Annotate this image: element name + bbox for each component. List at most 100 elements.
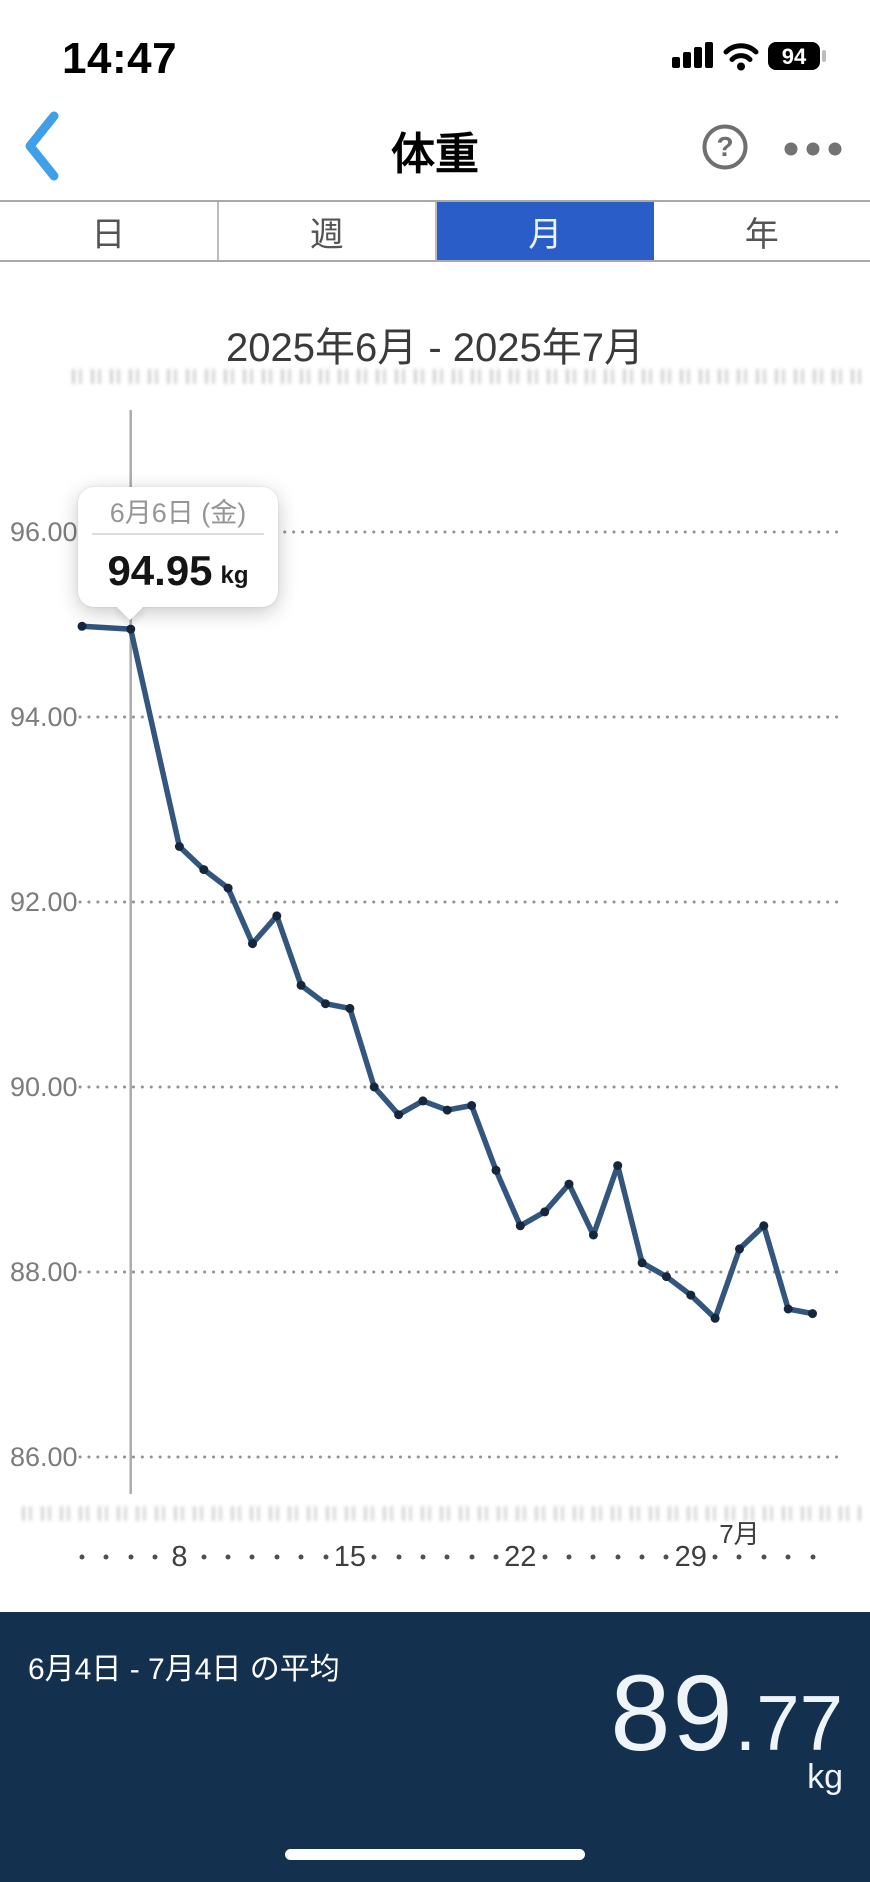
- tooltip-value: 94.95: [107, 547, 213, 594]
- x-axis-day-dot: [396, 1554, 402, 1560]
- data-point-6/25: [588, 1230, 598, 1240]
- data-point-6/10: [223, 883, 233, 893]
- svg-text:?: ?: [716, 131, 733, 162]
- x-axis-day-dot: [79, 1554, 85, 1560]
- signal-strength-icon: [672, 42, 713, 68]
- help-button[interactable]: ?: [700, 122, 750, 172]
- tab-year[interactable]: 年: [744, 215, 779, 254]
- x-tick-29: 29: [674, 1541, 707, 1573]
- wifi-icon: [723, 43, 759, 71]
- average-range-label: 6月4日 - 7月4日 の平均: [28, 1653, 340, 1686]
- data-point-7/1: [735, 1244, 744, 1254]
- data-point-6/17: [394, 1110, 404, 1120]
- data-point-7/4: [808, 1309, 817, 1319]
- y-tick-94.00: 94.00: [10, 702, 78, 732]
- average-value-frac: .77: [734, 1679, 843, 1767]
- x-axis-day-dot: [810, 1554, 815, 1560]
- x-tick-22: 22: [504, 1541, 537, 1573]
- data-point-7/2: [759, 1221, 769, 1231]
- x-axis-day-dot: [225, 1554, 231, 1560]
- tab-month[interactable]: 月: [437, 202, 654, 260]
- data-point-6/21: [491, 1165, 501, 1175]
- tooltip-unit: kg: [220, 562, 249, 589]
- battery-icon: 94: [768, 42, 826, 70]
- x-axis-day-dot: [663, 1554, 669, 1560]
- x-axis-day-dot: [615, 1554, 621, 1560]
- x-axis-day-dot: [469, 1554, 475, 1560]
- data-point-6/19: [442, 1105, 452, 1115]
- x-axis-day-dot: [274, 1554, 280, 1560]
- x-axis-day-dot: [128, 1554, 134, 1560]
- data-point-6/22: [515, 1221, 525, 1231]
- more-button[interactable]: [778, 134, 848, 164]
- back-button[interactable]: [18, 108, 70, 184]
- x-axis-day-dot: [323, 1554, 328, 1560]
- tooltip-date: 6月6日 (金): [92, 487, 264, 535]
- data-point-6/20: [467, 1101, 477, 1110]
- data-point-6/13: [296, 980, 306, 990]
- ellipsis-icon: [784, 142, 842, 156]
- faded-label-row-bottom: [22, 1506, 862, 1521]
- chevron-left-icon: [25, 111, 59, 181]
- tab-day[interactable]: 日: [0, 202, 219, 260]
- data-point-6/29: [686, 1290, 696, 1300]
- selected-point-tooltip: 6月6日 (金) 94.95 kg: [78, 487, 278, 607]
- svg-text:94: 94: [782, 44, 807, 69]
- data-point-6/23: [540, 1207, 550, 1217]
- x-axis-day-dot: [420, 1554, 426, 1560]
- data-point-6/30: [710, 1313, 720, 1323]
- x-tick-8: 8: [171, 1541, 188, 1573]
- x-axis-day-dot: [103, 1554, 109, 1560]
- data-point-6/14: [321, 999, 330, 1009]
- period-segmented-control: 日 週 月 年: [0, 200, 870, 262]
- x-axis-day-dot: [249, 1554, 255, 1560]
- status-icons: 94: [672, 42, 826, 71]
- data-point-6/16: [369, 1082, 379, 1092]
- y-tick-90.00: 90.00: [10, 1072, 78, 1102]
- x-axis-day-dot: [639, 1554, 645, 1560]
- data-point-6/11: [248, 939, 257, 949]
- data-point-6/8: [174, 842, 184, 851]
- x-axis-day-dot: [761, 1554, 767, 1560]
- y-tick-88.00: 88.00: [10, 1257, 78, 1287]
- data-point-6/12: [272, 911, 282, 921]
- x-axis-day-dot: [590, 1554, 596, 1560]
- x-axis-day-dot: [201, 1554, 207, 1560]
- x-axis-day-dot: [298, 1554, 304, 1560]
- data-point-6/26: [613, 1161, 623, 1171]
- y-tick-92.00: 92.00: [10, 887, 78, 917]
- data-point-6/15: [345, 1003, 355, 1013]
- x-axis-day-dot: [152, 1554, 158, 1560]
- average-value: 89 .77: [610, 1650, 843, 1775]
- data-point-6/27: [637, 1258, 647, 1268]
- x-tick-15: 15: [333, 1541, 366, 1573]
- data-point-6/6: [126, 624, 136, 634]
- x-axis-day-dot: [444, 1554, 450, 1560]
- y-tick-86.00: 86.00: [10, 1442, 78, 1472]
- home-indicator[interactable]: [285, 1849, 585, 1860]
- page-title: 体重: [391, 130, 479, 179]
- data-point-7/3: [783, 1304, 793, 1314]
- x-axis-day-dot: [785, 1554, 791, 1560]
- data-point-6/24: [564, 1179, 574, 1189]
- x-axis-day-dot: [736, 1554, 742, 1560]
- data-point-6/28: [661, 1272, 671, 1282]
- x-axis-day-dot: [542, 1554, 548, 1560]
- x-axis-day-dot: [493, 1554, 499, 1560]
- x-axis-day-dot: [566, 1554, 572, 1560]
- tab-week[interactable]: 週: [219, 202, 437, 260]
- help-circle-icon: [702, 124, 748, 170]
- data-point-6/9: [199, 865, 209, 875]
- x-axis-day-dot: [712, 1554, 718, 1560]
- faded-label-row-top: [72, 369, 862, 384]
- average-summary-bar: 6月4日 - 7月4日 の平均 89 .77 kg: [0, 1612, 870, 1882]
- data-point-6/4: [77, 621, 87, 631]
- average-value-int: 89: [610, 1652, 735, 1773]
- average-unit: kg: [807, 1758, 843, 1796]
- x-axis-month-label: 7月: [719, 1519, 760, 1549]
- y-tick-96.00: 96.00: [10, 517, 78, 547]
- weight-line: [79, 623, 816, 1322]
- x-axis-day-dot: [371, 1554, 377, 1560]
- data-point-6/18: [418, 1096, 428, 1106]
